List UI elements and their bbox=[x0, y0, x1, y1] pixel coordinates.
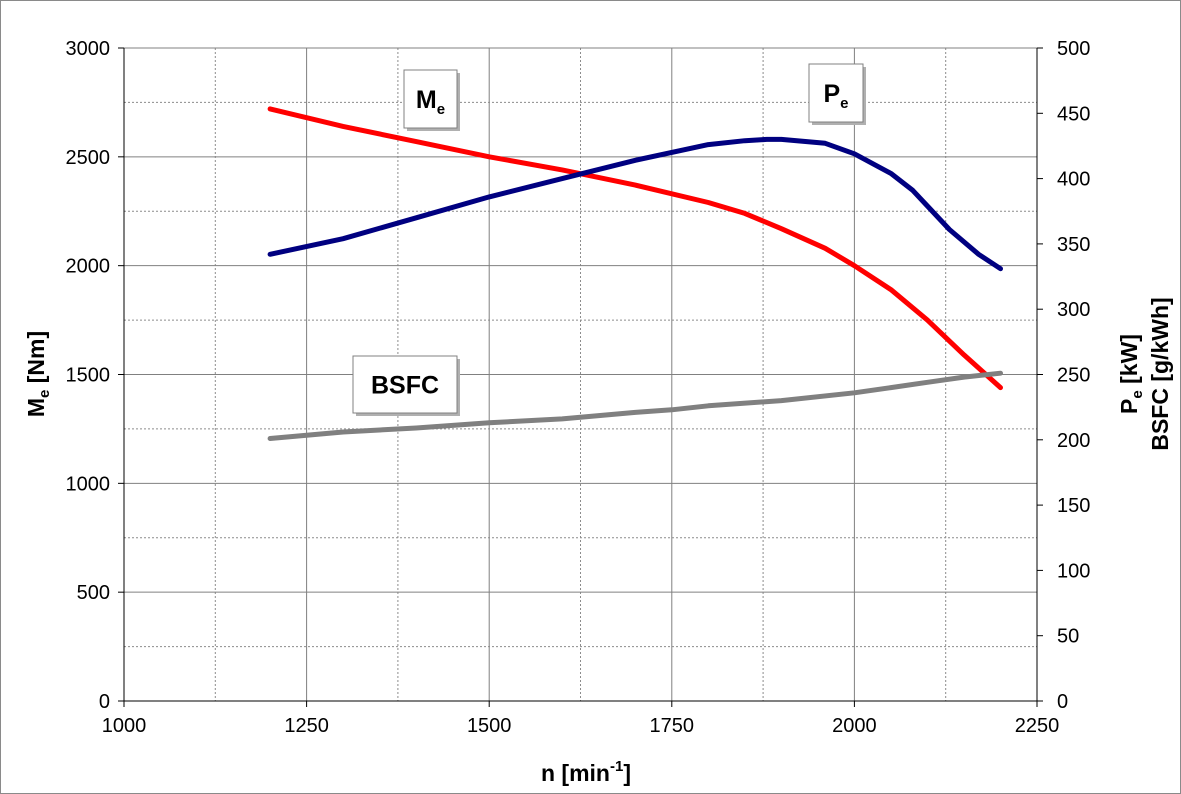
x-tick-label: 2250 bbox=[1015, 715, 1060, 737]
left-y-tick-label: 2000 bbox=[66, 256, 111, 278]
annotation-text: P bbox=[823, 80, 840, 108]
annotation-subscript: e bbox=[437, 101, 445, 118]
annotation-box bbox=[808, 63, 864, 123]
right-y-tick-label: 400 bbox=[1057, 169, 1090, 191]
gridlines bbox=[124, 47, 1037, 701]
left-y-axis-title: Me [Nm] bbox=[23, 331, 53, 417]
left-y-tick-label: 500 bbox=[77, 582, 110, 604]
left-y-axis-title-sub: e bbox=[36, 390, 53, 398]
series-lines bbox=[267, 106, 1003, 441]
right-y-tick-label: 0 bbox=[1057, 691, 1068, 713]
annotation-text: BSFC bbox=[371, 372, 439, 400]
annotation-subscript: e bbox=[840, 95, 848, 112]
annotation-bsfc: BSFC bbox=[352, 355, 460, 416]
right-y-tick-label: 150 bbox=[1057, 495, 1090, 517]
right-y-tick-label: 50 bbox=[1057, 626, 1079, 648]
right-y-tick-label: 500 bbox=[1057, 38, 1090, 60]
right-y-tick-label: 450 bbox=[1057, 103, 1090, 125]
annotation-label-p: Pe bbox=[823, 80, 848, 112]
right-y-tick-label: 200 bbox=[1057, 430, 1090, 452]
series-line-p bbox=[267, 136, 1003, 272]
x-tick-label: 1500 bbox=[467, 715, 512, 737]
right-y-axis-title-pe-sub: e bbox=[1129, 390, 1146, 398]
x-tick-label: 1250 bbox=[284, 715, 329, 737]
left-y-tick-label: 2500 bbox=[66, 147, 111, 169]
right-y-axis-title-pe: Pe [kW] bbox=[1116, 334, 1146, 414]
axes bbox=[118, 47, 1043, 707]
annotation-text: M bbox=[416, 86, 437, 114]
annotation-box bbox=[403, 69, 458, 129]
right-y-tick-label: 300 bbox=[1057, 299, 1090, 321]
annotation-p: Pe bbox=[808, 63, 866, 125]
series-line-bsfc bbox=[267, 370, 1003, 441]
series-line-m bbox=[267, 106, 1003, 391]
right-y-tick-label: 350 bbox=[1057, 234, 1090, 256]
right-y-axis-title-pe-end: [kW] bbox=[1116, 334, 1142, 390]
left-y-tick-labels: 0 500 1000 1500 2000 2500 3000 bbox=[66, 38, 111, 713]
x-tick-label: 1750 bbox=[650, 715, 695, 737]
left-y-axis-title-end: [Nm] bbox=[23, 331, 49, 390]
right-y-axis-title-bsfc: BSFC [g/kWh] bbox=[1147, 297, 1173, 450]
x-tick-label: 1000 bbox=[102, 715, 147, 737]
left-y-tick-label: 0 bbox=[99, 691, 110, 713]
x-axis-title-main: n [min bbox=[541, 760, 610, 786]
left-y-axis-title-main: M bbox=[23, 398, 49, 417]
x-tick-label: 2000 bbox=[832, 715, 877, 737]
x-axis-title-sup: -1 bbox=[610, 758, 623, 775]
right-y-tick-label: 100 bbox=[1057, 560, 1090, 582]
annotation-m: Me bbox=[403, 69, 460, 131]
right-y-tick-label: 250 bbox=[1057, 365, 1090, 387]
x-tick-labels: 1000 1250 1500 1750 2000 2250 bbox=[102, 715, 1060, 737]
left-y-tick-label: 3000 bbox=[66, 38, 111, 60]
x-axis-title-end: ] bbox=[623, 760, 631, 786]
annotation-label-m: Me bbox=[416, 86, 445, 118]
right-y-axis-title-pe-main: P bbox=[1116, 399, 1142, 414]
left-y-tick-label: 1000 bbox=[66, 473, 111, 495]
annotation-box bbox=[352, 355, 458, 414]
annotation-label-bsfc: BSFC bbox=[371, 372, 439, 400]
left-y-tick-label: 1500 bbox=[66, 365, 111, 387]
x-axis-title: n [min-1] bbox=[541, 758, 631, 786]
right-y-tick-labels: 0 50 100 150 200 250 300 350 400 450 500 bbox=[1057, 38, 1090, 713]
